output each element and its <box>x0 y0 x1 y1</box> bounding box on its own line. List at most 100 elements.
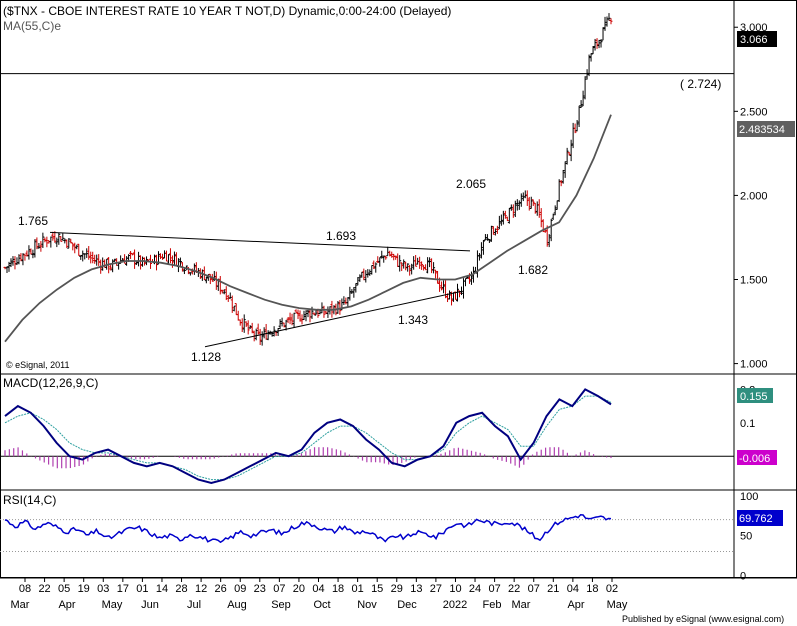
price-bar <box>43 237 47 243</box>
x-day-label: 07 <box>273 583 285 595</box>
price-bar <box>59 236 63 242</box>
price-bar <box>479 242 483 259</box>
price-bar <box>527 196 531 211</box>
price-bar <box>609 18 613 25</box>
price-tick-label: 1.500 <box>740 275 768 287</box>
macd-line <box>4 388 612 485</box>
price-bar <box>372 260 376 270</box>
price-bar <box>603 16 607 31</box>
price-bar <box>605 16 609 27</box>
price-bar <box>21 253 25 266</box>
price-bar <box>374 262 378 273</box>
annotation-1-128: 1.128 <box>191 350 221 364</box>
price-tick-label: 2.500 <box>740 106 768 118</box>
copyright-note: © eSignal, 2011 <box>6 360 70 370</box>
price-bar <box>97 254 101 266</box>
price-bar <box>408 264 412 276</box>
price-bar <box>607 13 611 21</box>
price-bar <box>51 231 55 241</box>
x-day-label: 13 <box>410 583 422 595</box>
ma-value-tag: 2.483534 <box>737 121 795 137</box>
price-bar <box>113 258 117 262</box>
price-bar <box>63 238 67 244</box>
annotation-1-693: 1.693 <box>326 229 356 243</box>
price-bar <box>398 255 402 272</box>
price-bar <box>101 257 105 271</box>
price-bar <box>573 123 577 134</box>
price-bar <box>448 290 452 300</box>
price-bar <box>236 310 240 321</box>
x-day-label: 02 <box>606 583 618 595</box>
price-bar <box>131 253 135 256</box>
price-bar <box>388 250 392 257</box>
x-day-label: 24 <box>469 583 481 595</box>
price-bar <box>481 240 485 255</box>
annotation-1-765: 1.765 <box>18 214 48 228</box>
price-bar <box>244 321 248 327</box>
price-bar <box>436 270 440 284</box>
price-bar <box>19 253 23 262</box>
rsi-tick-label: 100 <box>740 491 758 503</box>
price-bar <box>557 179 561 202</box>
price-bar <box>294 309 298 313</box>
price-bar <box>288 312 292 325</box>
price-bar <box>160 253 164 260</box>
price-bar <box>282 322 286 328</box>
price-bar <box>228 292 232 299</box>
x-month-label: Feb <box>483 599 502 611</box>
price-bar <box>571 122 575 149</box>
price-bar <box>292 312 296 328</box>
x-month-label: Sep <box>271 599 291 611</box>
price-bar <box>386 246 390 257</box>
price-bar <box>286 317 290 324</box>
price-bar <box>382 255 386 263</box>
moving-average-line <box>4 114 612 343</box>
price-bar <box>248 325 252 329</box>
price-bar <box>172 251 176 267</box>
price-bar <box>430 258 434 274</box>
price-bar <box>77 243 81 256</box>
x-axis: 08 22 05 19 03 17 01 14 28 12 26 09 23 07 20 04 18 01 15 29… <box>11 578 628 611</box>
rsi-panel: 100 50 0 <box>0 491 758 582</box>
price-bar <box>529 196 533 209</box>
price-bar <box>551 213 555 220</box>
rsi-line <box>4 514 612 544</box>
price-bar <box>208 273 212 285</box>
price-bar <box>595 38 599 49</box>
price-bar <box>553 205 557 216</box>
price-bar <box>178 257 182 266</box>
ma-legend: MA(55,C)e <box>3 19 61 33</box>
price-bar <box>547 234 551 248</box>
x-month-label: Apr <box>567 599 584 611</box>
price-bar <box>533 202 537 214</box>
price-bar <box>79 254 83 260</box>
price-bar <box>503 210 507 219</box>
price-bar <box>390 251 394 258</box>
histogram-value-tag: -0.006 <box>737 450 777 465</box>
price-bar <box>57 232 61 245</box>
price-bar <box>17 254 21 265</box>
price-bar <box>234 303 238 316</box>
x-day-label: 19 <box>78 583 90 595</box>
price-bar <box>164 250 168 262</box>
price-bar <box>41 232 45 248</box>
price-bar <box>304 310 308 322</box>
x-day-label: 29 <box>391 583 403 595</box>
price-bar <box>525 190 529 206</box>
price-bar <box>23 254 27 261</box>
price-bar <box>306 309 310 318</box>
price-bar <box>493 228 497 236</box>
ma-last-value: 2.483534 <box>739 124 785 136</box>
price-bar <box>442 280 446 294</box>
price-bar <box>256 323 260 335</box>
x-day-label: 21 <box>547 583 559 595</box>
price-bar <box>418 256 422 269</box>
price-bar <box>475 250 479 278</box>
price-bar <box>575 119 579 132</box>
macd-tick-label: 0.1 <box>740 418 755 430</box>
price-bar <box>599 39 603 48</box>
price-bar <box>539 208 543 228</box>
price-bar <box>91 251 95 264</box>
price-bar <box>583 76 587 100</box>
